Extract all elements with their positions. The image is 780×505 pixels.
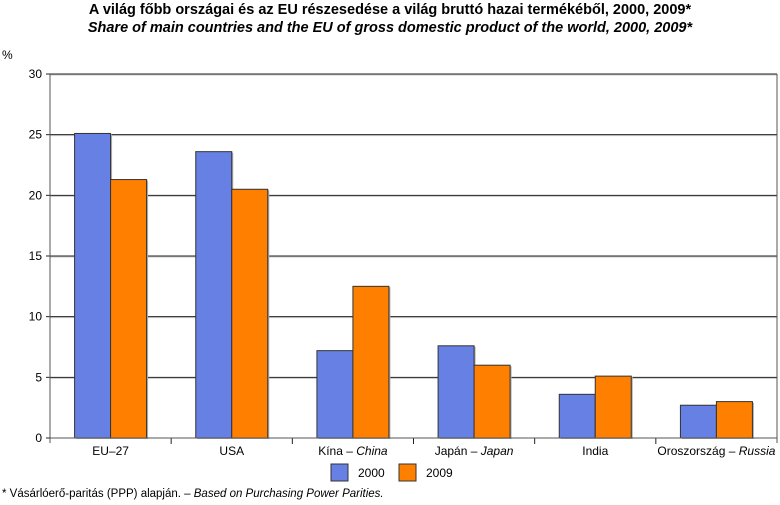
y-tick-label: 20 (29, 188, 43, 202)
bar-2000-2 (316, 350, 354, 439)
bar-2009-2 (352, 285, 390, 439)
legend-label-2009: 2009 (426, 466, 453, 480)
chart-subtitle: Share of main countries and the EU of gr… (87, 20, 693, 36)
x-tick-label-hu: India (582, 444, 608, 458)
bar-2000-0 (74, 132, 112, 439)
bar-2009-1 (231, 188, 269, 439)
x-tick-label-en: Russia (739, 444, 776, 458)
legend-swatch-2000 (330, 463, 349, 482)
y-tick-label: 15 (29, 249, 43, 263)
y-tick-labels: 0 5 10 15 20 25 30 (29, 67, 43, 445)
bar-2009-0 (110, 179, 148, 439)
x-tick-label: India (582, 444, 608, 458)
y-tick-label: 5 (35, 370, 42, 384)
bar-2009-4 (594, 375, 632, 439)
y-tick-label: 0 (35, 431, 42, 445)
x-tick-label: EU–27 (92, 444, 129, 458)
x-tick-label: USA (219, 444, 244, 458)
legend-label-2000: 2000 (358, 466, 385, 480)
x-tick-label-hu: EU–27 (92, 444, 129, 458)
x-tick-label: Japán – Japan (435, 444, 514, 458)
x-tick-label: Oroszország – Russia (657, 444, 775, 458)
legend: 2000 2009 (330, 463, 453, 482)
bar-2000-1 (195, 151, 233, 439)
gridlines (50, 73, 777, 439)
axes (46, 73, 778, 444)
footnote-hu: * Vásárlóerő-paritás (PPP) alapján. – (2, 488, 194, 500)
x-tick-label-hu: Oroszország – (657, 444, 738, 458)
legend-swatch-2009 (398, 463, 417, 482)
x-tick-label-en: Japan (480, 444, 514, 458)
bar-2000-3 (437, 345, 475, 439)
footnote-en: Based on Purchasing Power Parities. (193, 488, 384, 500)
x-tick-label-hu: Japán – (435, 444, 481, 458)
x-tick-label: Kína – China (318, 444, 388, 458)
bar-2000-5 (679, 404, 717, 439)
bar-2009-5 (715, 401, 753, 439)
chart-title: A világ főbb országai és az EU részesedé… (88, 2, 692, 18)
x-tick-label-hu: USA (219, 444, 244, 458)
y-tick-label: 10 (29, 310, 43, 324)
bars (74, 132, 754, 440)
x-tick-label-en: China (356, 444, 388, 458)
y-tick-label: 30 (29, 67, 43, 81)
x-tick-labels: EU–27 USA Kína – China Japán – Japan India Or… (92, 444, 776, 458)
y-tick-label: 25 (29, 128, 43, 142)
y-axis-label: % (2, 48, 13, 62)
footnote: * Vásárlóerő-paritás (PPP) alapján. – Ba… (2, 488, 384, 500)
bar-2009-3 (473, 364, 511, 439)
x-tick-label-hu: Kína – (318, 444, 356, 458)
bar-2000-4 (558, 393, 596, 439)
